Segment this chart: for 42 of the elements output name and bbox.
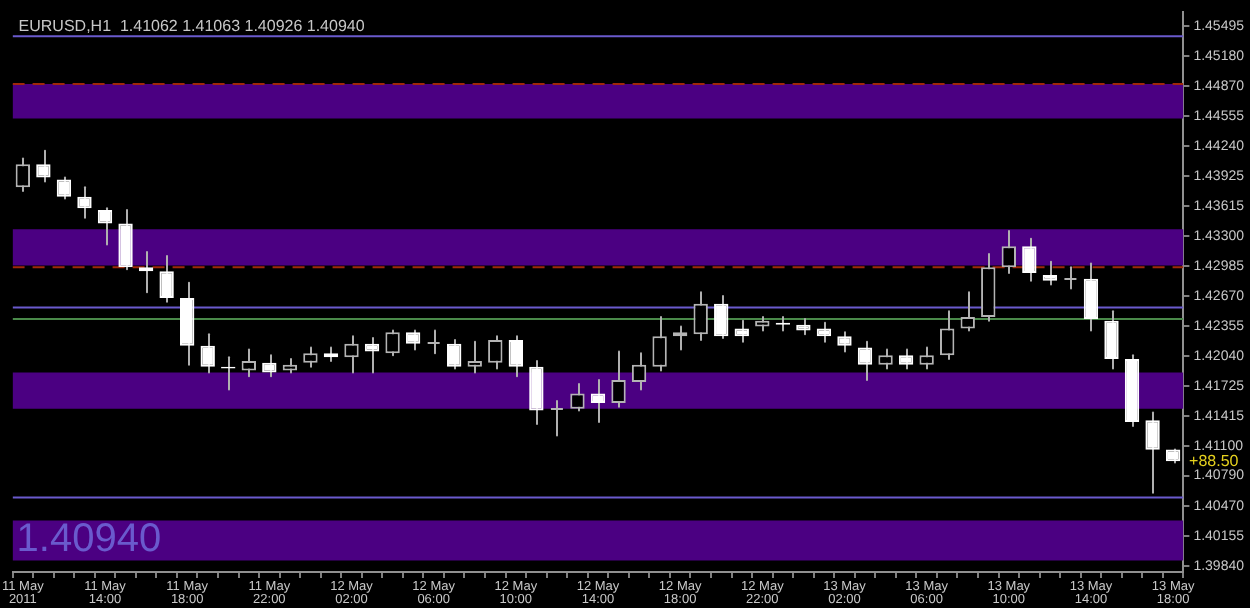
candlestick bbox=[1001, 230, 1016, 275]
candlestick bbox=[159, 254, 174, 303]
annotation: +88.50 bbox=[1189, 451, 1240, 470]
candlestick bbox=[939, 310, 955, 361]
candlestick bbox=[508, 335, 524, 378]
candlestick bbox=[1083, 262, 1099, 332]
candlestick bbox=[590, 379, 606, 424]
candlestick bbox=[179, 281, 195, 366]
candlestick bbox=[344, 335, 359, 374]
candlestick bbox=[1063, 266, 1078, 290]
candlestick bbox=[97, 207, 113, 246]
candlestick bbox=[262, 354, 277, 378]
candlestick bbox=[960, 291, 975, 332]
candlestick bbox=[549, 400, 564, 437]
candlestick bbox=[1145, 411, 1160, 494]
candlestick bbox=[981, 253, 996, 322]
annotation: 1.40940 bbox=[16, 517, 162, 562]
candlestick bbox=[1042, 260, 1058, 286]
candlestick bbox=[200, 333, 215, 374]
candlestick bbox=[1104, 310, 1119, 370]
candlestick bbox=[878, 348, 893, 370]
candlestick bbox=[1022, 237, 1037, 282]
candlestick bbox=[857, 340, 873, 382]
candlestick bbox=[714, 295, 729, 340]
candlestick bbox=[467, 340, 482, 374]
candlestick bbox=[570, 382, 585, 412]
candlestick bbox=[898, 348, 914, 370]
candlestick bbox=[303, 346, 318, 368]
candlestick bbox=[919, 346, 934, 370]
candlestick bbox=[611, 350, 626, 408]
candlestick bbox=[693, 291, 708, 341]
candlestick bbox=[529, 359, 544, 425]
candlestick bbox=[426, 329, 441, 355]
candlestick bbox=[118, 209, 133, 271]
candlestick bbox=[816, 321, 832, 343]
candlestick bbox=[837, 331, 852, 353]
candlestick bbox=[652, 316, 667, 372]
candlestick bbox=[36, 149, 51, 183]
candlestick bbox=[734, 319, 749, 343]
chart-title: EURUSD,H1 1.41062 1.41063 1.40926 1.40940 bbox=[18, 16, 366, 35]
candlestick bbox=[405, 329, 421, 351]
candlestick bbox=[77, 186, 92, 219]
